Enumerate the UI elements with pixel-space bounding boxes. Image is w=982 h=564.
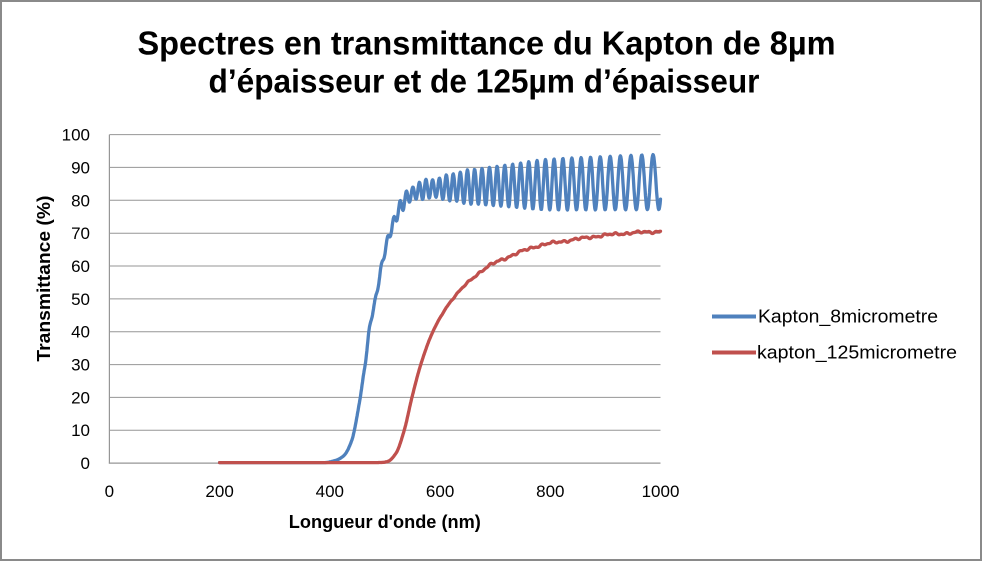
svg-text:90: 90 bbox=[71, 158, 90, 177]
svg-text:20: 20 bbox=[71, 388, 90, 407]
svg-text:100: 100 bbox=[62, 126, 90, 145]
svg-text:Longueur d'onde (nm): Longueur d'onde (nm) bbox=[289, 511, 481, 532]
svg-text:200: 200 bbox=[205, 482, 233, 501]
svg-text:kapton_125micrometre: kapton_125micrometre bbox=[757, 343, 957, 364]
svg-text:30: 30 bbox=[71, 356, 90, 375]
svg-text:70: 70 bbox=[71, 224, 90, 243]
svg-text:10: 10 bbox=[71, 421, 90, 440]
svg-text:1000: 1000 bbox=[642, 482, 680, 501]
svg-text:400: 400 bbox=[316, 482, 344, 501]
svg-text:0: 0 bbox=[105, 482, 114, 501]
svg-text:40: 40 bbox=[71, 323, 90, 342]
svg-text:600: 600 bbox=[426, 482, 454, 501]
svg-text:800: 800 bbox=[536, 482, 564, 501]
svg-text:d’épaisseur et de 125µm d’épai: d’épaisseur et de 125µm d’épaisseur bbox=[209, 63, 760, 100]
svg-text:60: 60 bbox=[71, 257, 90, 276]
svg-text:Spectres en transmittance du K: Spectres en transmittance du Kapton de 8… bbox=[138, 25, 836, 62]
svg-text:0: 0 bbox=[81, 454, 90, 473]
svg-text:Kapton_8micrometre: Kapton_8micrometre bbox=[758, 307, 938, 328]
svg-text:50: 50 bbox=[71, 290, 90, 309]
svg-text:Transmittance (%): Transmittance (%) bbox=[33, 196, 54, 362]
svg-text:80: 80 bbox=[71, 191, 90, 210]
